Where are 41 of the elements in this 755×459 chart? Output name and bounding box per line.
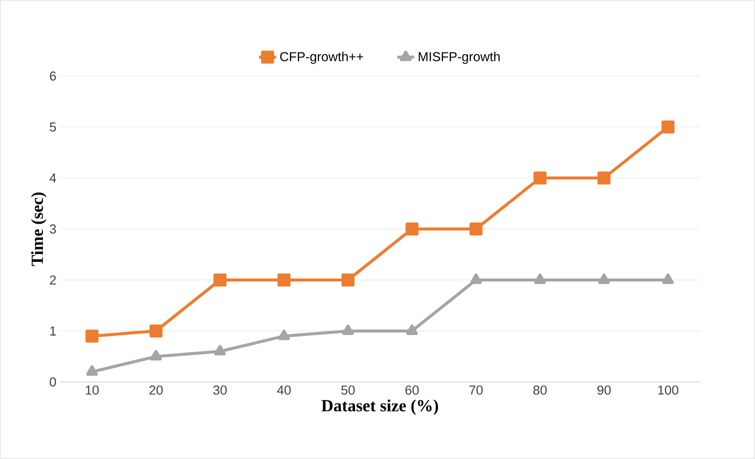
point [406, 324, 418, 335]
y-axis-title: Time (sec) [31, 192, 46, 266]
point [150, 324, 163, 338]
point [86, 330, 99, 343]
legend-label: CFP-growth++ [280, 52, 364, 64]
x-tick-label: 90 [597, 386, 611, 395]
x-axis-title: Dataset size (%) [322, 400, 438, 415]
point [342, 324, 354, 335]
point [534, 171, 547, 184]
x-tick-label: 10 [86, 386, 99, 395]
point [470, 222, 483, 236]
y-tick-label: 4 [50, 174, 56, 182]
y-tick-label: 3 [50, 224, 56, 234]
point [342, 273, 355, 286]
x-tick-label: 40 [277, 386, 291, 395]
point [598, 273, 610, 284]
y-tick-label: 0 [50, 377, 56, 387]
point [150, 350, 162, 360]
point [662, 273, 674, 284]
x-tick-label: 70 [469, 386, 483, 395]
x-tick-label: 60 [405, 386, 419, 395]
point [534, 273, 546, 284]
y-tick-label: 5 [50, 122, 56, 132]
x-tick-label: 50 [341, 386, 355, 395]
legend-label: MISFP-growth [418, 52, 500, 64]
point [214, 273, 227, 286]
point [598, 171, 611, 184]
x-tick-label: 80 [533, 386, 547, 395]
y-tick-label: 6 [50, 71, 56, 81]
point [470, 273, 482, 284]
y-tick-label: 2 [50, 275, 56, 285]
point [662, 120, 675, 134]
x-tick-label: 20 [149, 386, 163, 395]
point [278, 330, 290, 340]
x-tick-label: 30 [213, 386, 227, 395]
point [278, 273, 291, 286]
x-tick-label: 100 [658, 386, 678, 395]
point [214, 344, 226, 356]
point [406, 222, 419, 236]
point [86, 365, 98, 376]
y-tick-label: 1 [50, 326, 56, 336]
